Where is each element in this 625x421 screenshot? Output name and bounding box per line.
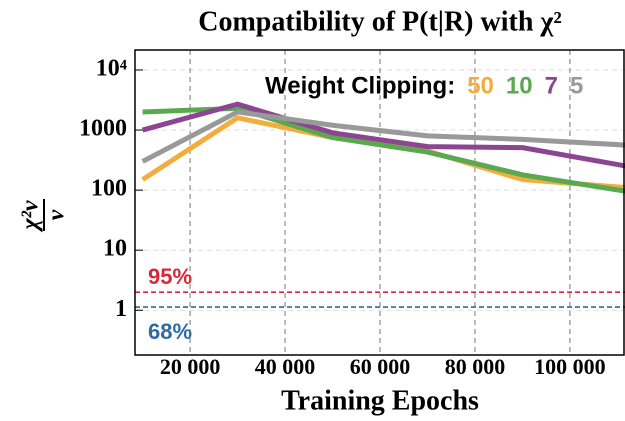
legend-entry: 5 bbox=[570, 72, 583, 99]
chart-title: Compatibility of P(t|R) with χ² bbox=[198, 6, 561, 37]
x-axis-label: Training Epochs bbox=[281, 385, 479, 416]
y-tick-label: 100 bbox=[91, 176, 127, 202]
x-tick-label: 60 000 bbox=[350, 354, 411, 379]
y-tick-label: 1000 bbox=[79, 116, 127, 142]
legend-title: Weight Clipping: bbox=[265, 72, 455, 99]
legend-entry: 10 bbox=[506, 72, 533, 99]
series-line bbox=[141, 101, 625, 169]
legend-entry: 50 bbox=[467, 72, 494, 99]
x-tick-label: 20 000 bbox=[160, 354, 221, 379]
series-line bbox=[141, 109, 625, 164]
y-tick-label: 10 bbox=[103, 236, 127, 262]
x-tick-label: 40 000 bbox=[255, 354, 316, 379]
y-tick-label: 10⁴ bbox=[96, 55, 127, 81]
y-tick-label: 1 bbox=[115, 296, 127, 322]
reference-label: 68% bbox=[148, 319, 192, 344]
plot-frame bbox=[134, 49, 625, 356]
legend-entry: 7 bbox=[545, 72, 558, 99]
x-tick-label: 80 000 bbox=[445, 354, 506, 379]
y-label-denominator: ν bbox=[44, 209, 70, 220]
x-tick-label: 100 000 bbox=[534, 354, 606, 379]
series-line bbox=[142, 105, 625, 194]
y-axis-label: χ²ν ν bbox=[18, 199, 70, 233]
reference-label: 95% bbox=[148, 264, 192, 289]
y-label-numerator: χ²ν bbox=[18, 200, 44, 232]
